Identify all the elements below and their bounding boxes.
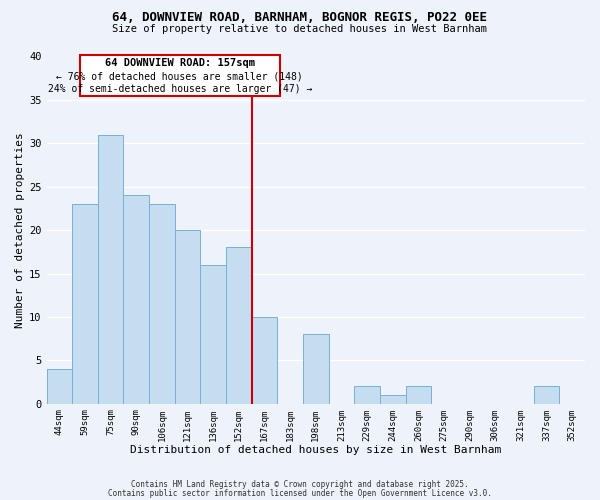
Bar: [124, 196, 149, 404]
X-axis label: Distribution of detached houses by size in West Barnham: Distribution of detached houses by size …: [130, 445, 502, 455]
Text: 64, DOWNVIEW ROAD, BARNHAM, BOGNOR REGIS, PO22 0EE: 64, DOWNVIEW ROAD, BARNHAM, BOGNOR REGIS…: [113, 11, 487, 24]
Bar: [406, 386, 431, 404]
Text: ← 76% of detached houses are smaller (148): ← 76% of detached houses are smaller (14…: [56, 72, 303, 82]
Bar: [380, 395, 406, 404]
Text: Contains HM Land Registry data © Crown copyright and database right 2025.: Contains HM Land Registry data © Crown c…: [131, 480, 469, 489]
Bar: [175, 230, 200, 404]
Text: Contains public sector information licensed under the Open Government Licence v3: Contains public sector information licen…: [108, 488, 492, 498]
Bar: [534, 386, 559, 404]
Bar: [303, 334, 329, 404]
Text: Size of property relative to detached houses in West Barnham: Size of property relative to detached ho…: [113, 24, 487, 34]
Bar: [149, 204, 175, 404]
Bar: [226, 248, 251, 404]
Y-axis label: Number of detached properties: Number of detached properties: [15, 132, 25, 328]
Bar: [98, 134, 124, 404]
Bar: [251, 317, 277, 404]
Bar: [47, 369, 72, 404]
Text: 24% of semi-detached houses are larger (47) →: 24% of semi-detached houses are larger (…: [47, 84, 312, 94]
Text: 64 DOWNVIEW ROAD: 157sqm: 64 DOWNVIEW ROAD: 157sqm: [105, 58, 255, 68]
Bar: [354, 386, 380, 404]
FancyBboxPatch shape: [80, 55, 280, 96]
Bar: [72, 204, 98, 404]
Bar: [200, 265, 226, 404]
